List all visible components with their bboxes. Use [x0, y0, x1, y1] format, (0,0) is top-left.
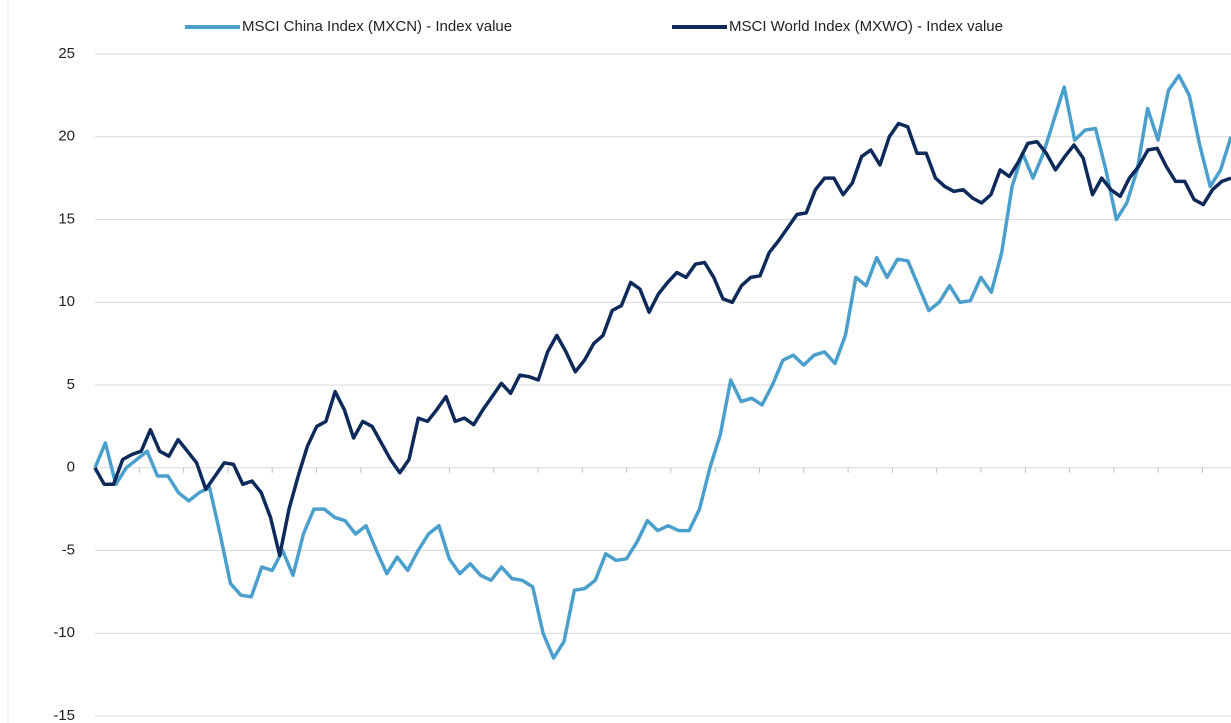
legend-label: MSCI World Index (MXWO) - Index value: [729, 18, 1003, 35]
y-tick-label: -10: [53, 624, 75, 641]
y-tick-label: -5: [62, 541, 75, 558]
line-series: [93, 73, 1231, 660]
y-tick-label: 5: [67, 376, 75, 393]
y-tick-label: 25: [58, 45, 75, 62]
legend-label: MSCI China Index (MXCN) - Index value: [242, 18, 512, 35]
y-tick-label: 0: [67, 459, 75, 476]
y-tick-label: 20: [58, 128, 75, 145]
y-tick-label: -15: [53, 707, 75, 723]
y-tick-label: 15: [58, 210, 75, 227]
y-tick-label: 10: [58, 293, 75, 310]
line-series: [93, 121, 1231, 558]
